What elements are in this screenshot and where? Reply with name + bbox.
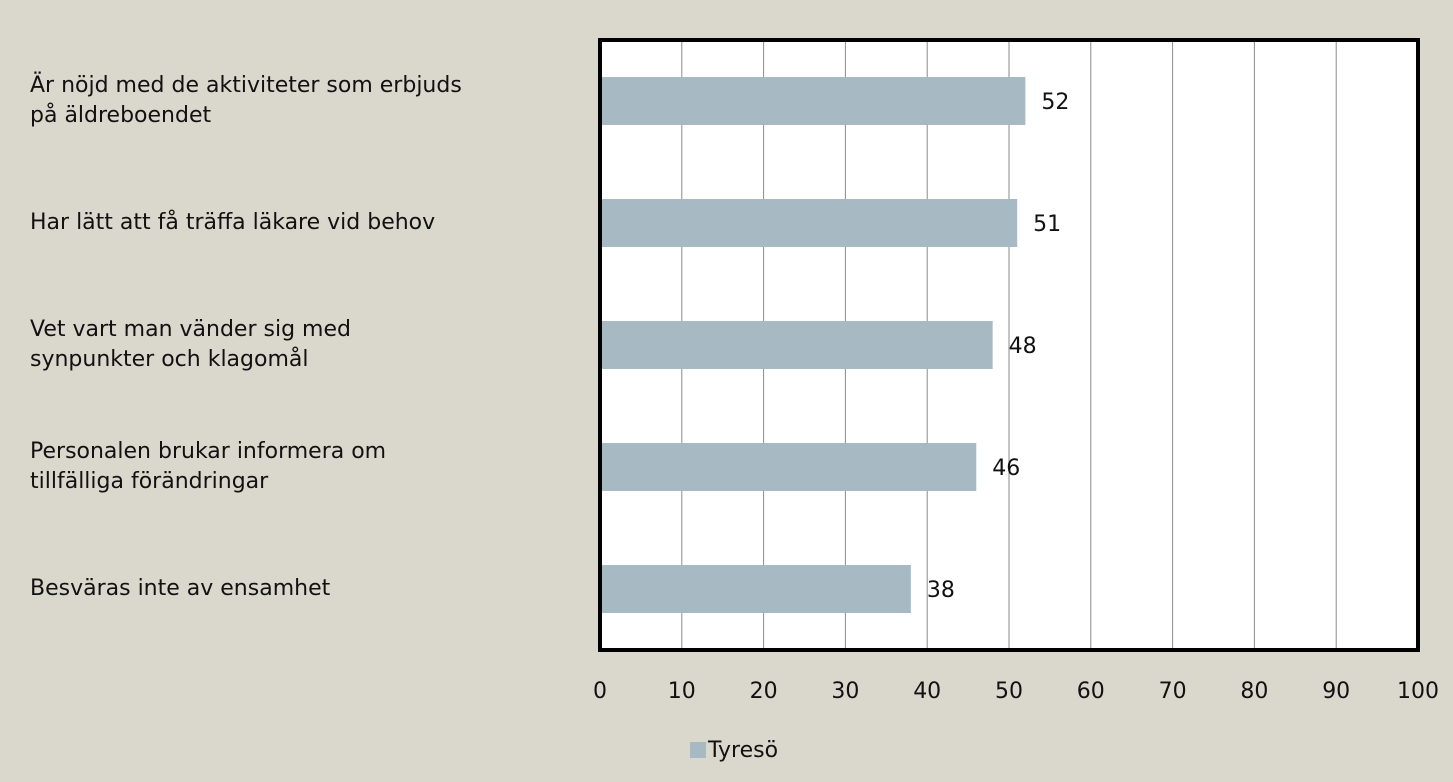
x-tick-label: 20 [750,679,778,704]
category-label: Personalen brukar informera om tillfälli… [30,439,387,494]
x-tick-label: 80 [1240,679,1268,704]
bar [600,443,977,491]
category-label: Är nöjd med de aktiviteter som erbjuds p… [30,73,462,128]
x-tick-label: 0 [593,679,607,704]
plot-border [598,38,1420,652]
category-label: Har lätt att få träffa läkare vid behov [30,210,436,235]
data-label: 38 [927,578,955,603]
data-label: 52 [1041,90,1069,115]
data-label: 46 [992,456,1020,481]
bar [600,565,911,613]
legend-label: Tyresö [707,738,778,763]
category-label: Vet vart man vänder sig med synpunkter o… [30,317,351,372]
data-label: 48 [1009,334,1037,359]
x-tick-label: 60 [1077,679,1105,704]
x-tick-label: 90 [1322,679,1350,704]
x-tick-label: 30 [831,679,859,704]
category-label: Besväras inte av ensamhet [30,576,331,601]
x-tick-label: 100 [1397,679,1439,704]
x-tick-label: 50 [995,679,1023,704]
x-tick-label: 70 [1159,679,1187,704]
legend-swatch [690,742,706,758]
x-tick-label: 10 [668,679,696,704]
data-label: 51 [1033,212,1061,237]
bar [600,321,993,369]
bar [600,199,1018,247]
bar [600,77,1026,125]
x-tick-label: 40 [913,679,941,704]
